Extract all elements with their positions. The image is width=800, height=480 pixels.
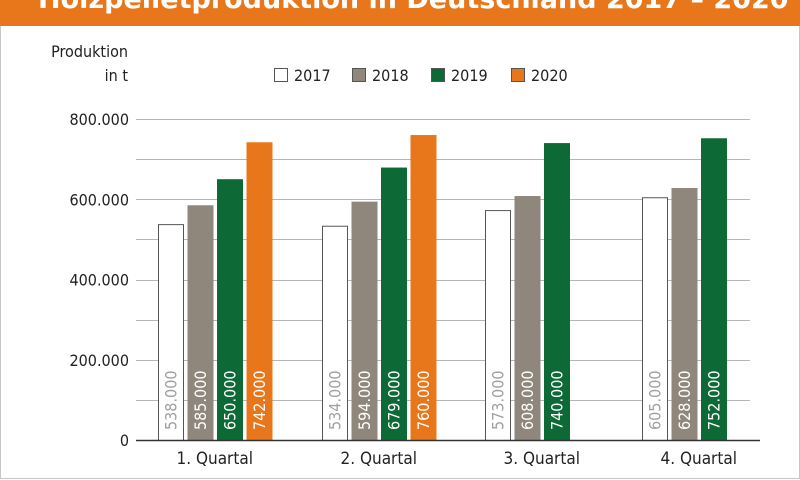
data-label-2019-q1: 650.000 — [221, 370, 240, 430]
bar-2018-q1 — [187, 205, 214, 441]
legend-label-2018: 2018 — [372, 66, 409, 85]
data-label-2020-q2: 760.000 — [414, 370, 433, 430]
title-banner: Holzpelletproduktion in Deutschland 2017… — [0, 0, 800, 26]
x-tick-label-q4: 4. Quartal — [661, 449, 737, 469]
legend-label-2017: 2017 — [294, 66, 331, 85]
data-label-2018-q3: 608.000 — [518, 370, 537, 430]
data-label-2019-q2: 679.000 — [385, 370, 404, 430]
legend-label-2020: 2020 — [531, 66, 568, 85]
data-label-2017-q2: 534.000 — [326, 370, 345, 430]
legend-swatch-2018 — [352, 68, 366, 82]
y-tick-label: 0 — [120, 431, 129, 450]
data-label-2019-q4: 752.000 — [705, 370, 724, 430]
bar-2017-q4 — [642, 197, 668, 441]
bar-2017-q3 — [485, 210, 511, 441]
y-tick-label: 200.000 — [69, 351, 129, 370]
legend-swatch-2019 — [431, 68, 445, 82]
x-tick-label-q1: 1. Quartal — [177, 449, 253, 469]
data-label-2017-q4: 605.000 — [646, 370, 665, 430]
data-label-2018-q4: 628.000 — [675, 370, 694, 430]
bar-2019-q1 — [217, 179, 243, 441]
bar-2018-q2 — [351, 201, 378, 441]
y-tick-label: 600.000 — [69, 190, 129, 209]
y-axis-title-line2: in t — [105, 66, 129, 85]
legend-swatch-2017 — [274, 68, 288, 82]
bar-2020-q2 — [410, 135, 437, 442]
data-label-2019-q3: 740.000 — [548, 370, 567, 430]
legend-label-2019: 2019 — [451, 66, 488, 85]
data-label-2020-q1: 742.000 — [250, 370, 269, 430]
bar-2020-q1 — [246, 142, 273, 442]
legend-swatch-2020 — [511, 68, 525, 82]
bar-2017-q2 — [322, 225, 348, 441]
bar-2018-q3 — [514, 196, 541, 441]
y-axis-title-line1: Produktion — [51, 42, 128, 61]
x-tick-label-q2: 2. Quartal — [341, 449, 417, 469]
bar-2017-q1 — [158, 224, 184, 441]
bar-2019-q3 — [544, 143, 570, 441]
bar-2019-q2 — [381, 167, 407, 442]
data-label-2018-q1: 585.000 — [191, 370, 210, 430]
data-label-2017-q3: 573.000 — [489, 370, 508, 430]
y-tick-label: 400.000 — [69, 271, 129, 290]
chart-title: Holzpelletproduktion in Deutschland 2017… — [38, 0, 789, 15]
bar-2018-q4 — [671, 188, 698, 441]
y-tick-label: 800.000 — [69, 110, 129, 129]
data-label-2018-q2: 594.000 — [355, 370, 374, 430]
x-tick-label-q3: 3. Quartal — [504, 449, 580, 469]
bar-2019-q4 — [701, 138, 727, 441]
data-label-2017-q1: 538.000 — [162, 370, 181, 430]
